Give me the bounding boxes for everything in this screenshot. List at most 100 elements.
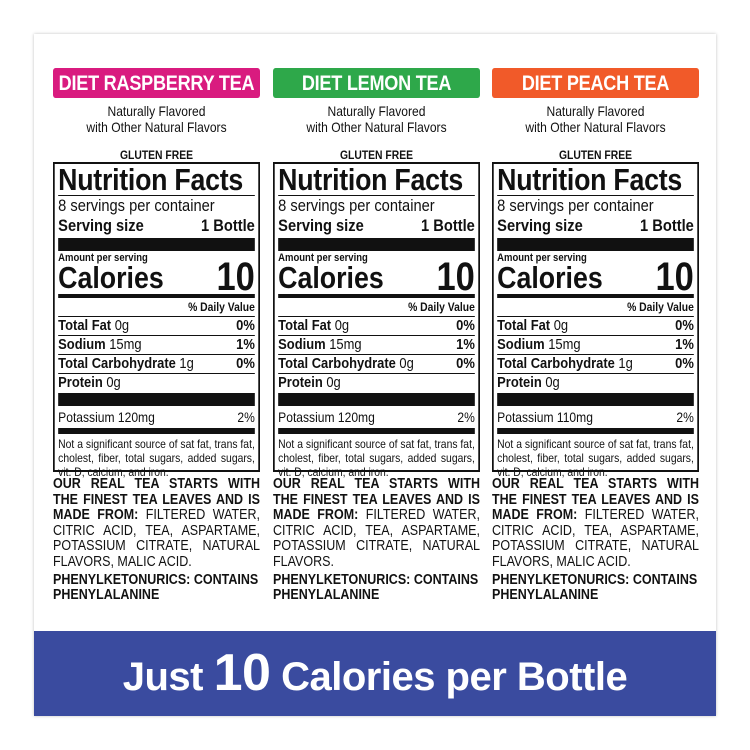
sodium-amount: 15mg [109, 336, 142, 353]
total-fat-row: Total Fat 0g 0% [278, 317, 475, 335]
carbohydrate-row: Total Carbohydrate 1g 0% [497, 355, 694, 373]
carbohydrate-row: Total Carbohydrate 0g 0% [278, 355, 475, 373]
nutrition-facts-title: Nutrition Facts [58, 162, 243, 197]
serving-size-label: Serving size [278, 216, 364, 235]
gluten-free-label: GLUTEN FREE [558, 148, 633, 162]
fat-amount: 0g [553, 317, 569, 334]
flavor-subtitle: Naturally Flavored with Other Natural Fl… [53, 103, 260, 135]
footnote: Not a significant source of sat fat, tra… [58, 437, 255, 479]
ingredients: OUR REAL TEA STARTS WITH THE FINEST TEA … [492, 476, 699, 571]
protein-label: Protein [278, 374, 323, 391]
serving-size-row: Serving size 1 Bottle [497, 216, 694, 236]
subtitle-line-2: with Other Natural Flavors [86, 119, 227, 135]
calories-banner: Just 10 Calories per Bottle [34, 631, 716, 716]
carb-dv: 0% [675, 355, 694, 372]
serving-size-row: Serving size 1 Bottle [58, 216, 255, 236]
pku-warning: PHENYLKETONURICS: CONTAINS PHENYLALANINE [492, 571, 698, 604]
banner-post: Calories per Bottle [281, 655, 628, 699]
sodium-amount: 15mg [548, 336, 581, 353]
footnote: Not a significant source of sat fat, tra… [497, 437, 694, 479]
carb-label: Total Carbohydrate [58, 355, 176, 372]
carb-amount: 1g [618, 355, 633, 372]
fat-label: Total Fat [497, 317, 551, 334]
potassium-row: Potassium 120mg 2% [58, 406, 255, 428]
calories-label: Calories [278, 260, 384, 295]
daily-value-header: % Daily Value [408, 300, 475, 314]
daily-value-header: % Daily Value [627, 300, 694, 314]
ingredients-intro: OUR REAL TEA STARTS WITH THE FINEST TEA … [273, 476, 480, 524]
servings-per-container: 8 servings per container [497, 196, 654, 215]
serving-size-row: Serving size 1 Bottle [278, 216, 475, 236]
protein-amount: 0g [106, 374, 121, 391]
nutrition-facts-label: Nutrition Facts 8 servings per container… [492, 162, 699, 479]
serving-size-value: 1 Bottle [421, 216, 475, 235]
nutrition-facts-title: Nutrition Facts [497, 162, 682, 197]
amount-per-serving: Amount per serving [58, 252, 148, 264]
potassium-dv: 2% [457, 409, 475, 425]
flavor-title: DIET RASPBERRY TEA [53, 68, 260, 98]
carb-label: Total Carbohydrate [278, 355, 396, 372]
flavor-panel: DIET LEMON TEA Naturally Flavored with O… [273, 68, 480, 604]
flavor-subtitle: Naturally Flavored with Other Natural Fl… [273, 103, 480, 135]
potassium-amount: Potassium 120mg [278, 409, 375, 425]
sodium-dv: 1% [456, 336, 475, 353]
flavor-title: DIET LEMON TEA [273, 68, 480, 98]
potassium-row: Potassium 110mg 2% [497, 406, 694, 428]
protein-label: Protein [58, 374, 103, 391]
ingredients-intro: OUR REAL TEA STARTS WITH THE FINEST TEA … [53, 476, 260, 524]
protein-row: Protein 0g [497, 374, 694, 392]
sodium-label: Sodium [58, 336, 106, 353]
sodium-label: Sodium [497, 336, 545, 353]
flavor-panel: DIET RASPBERRY TEA Naturally Flavored wi… [53, 68, 260, 604]
sodium-dv: 1% [236, 336, 255, 353]
carbohydrate-row: Total Carbohydrate 1g 0% [58, 355, 255, 373]
subtitle-line-1: Naturally Flavored [107, 103, 206, 119]
protein-row: Protein 0g [58, 374, 255, 392]
fat-label: Total Fat [58, 317, 112, 334]
flavor-panel: DIET PEACH TEA Naturally Flavored with O… [492, 68, 699, 604]
fat-amount: 0g [334, 317, 350, 334]
nutrition-facts-label: Nutrition Facts 8 servings per container… [273, 162, 480, 479]
calories-value: 10 [436, 255, 475, 299]
calories-value: 10 [216, 255, 255, 299]
nutrition-facts-label: Nutrition Facts 8 servings per container… [53, 162, 260, 479]
gluten-free-label: GLUTEN FREE [119, 148, 194, 162]
banner-number: 10 [213, 644, 271, 702]
amount-per-serving: Amount per serving [278, 252, 368, 264]
gluten-free-label: GLUTEN FREE [339, 148, 414, 162]
nutrition-facts-title: Nutrition Facts [278, 162, 463, 197]
product-card: DIET RASPBERRY TEA Naturally Flavored wi… [34, 34, 716, 716]
protein-amount: 0g [545, 374, 560, 391]
fat-label: Total Fat [278, 317, 332, 334]
potassium-dv: 2% [237, 409, 255, 425]
total-fat-row: Total Fat 0g 0% [58, 317, 255, 335]
carb-dv: 0% [456, 355, 475, 372]
protein-row: Protein 0g [278, 374, 475, 392]
pku-warning: PHENYLKETONURICS: CONTAINS PHENYLALANINE [53, 571, 259, 604]
ingredients-list: FILTERED WATER, CITRIC ACID, TEA, ASPART… [273, 507, 480, 570]
flavor-subtitle: Naturally Flavored with Other Natural Fl… [492, 103, 699, 135]
sodium-dv: 1% [675, 336, 694, 353]
carb-amount: 1g [179, 355, 194, 372]
sodium-row: Sodium 15mg 1% [58, 336, 255, 354]
potassium-row: Potassium 120mg 2% [278, 406, 475, 428]
amount-per-serving: Amount per serving [497, 252, 587, 264]
carb-amount: 0g [399, 355, 414, 372]
potassium-amount: Potassium 110mg [497, 409, 593, 425]
servings-per-container: 8 servings per container [58, 196, 215, 215]
sodium-row: Sodium 15mg 1% [278, 336, 475, 354]
footnote: Not a significant source of sat fat, tra… [278, 437, 475, 479]
ingredients-list: FILTERED WATER, CITRIC ACID, TEA, ASPART… [492, 507, 699, 570]
potassium-amount: Potassium 120mg [58, 409, 155, 425]
fat-dv: 0% [675, 317, 694, 334]
flavor-title: DIET PEACH TEA [492, 68, 699, 98]
sodium-label: Sodium [278, 336, 326, 353]
potassium-dv: 2% [676, 409, 694, 425]
subtitle-line-2: with Other Natural Flavors [525, 119, 666, 135]
protein-label: Protein [497, 374, 542, 391]
ingredients-list: FILTERED WATER, CITRIC ACID, TEA, ASPART… [53, 507, 260, 570]
banner-pre: Just [122, 655, 204, 699]
fat-dv: 0% [236, 317, 255, 334]
protein-amount: 0g [326, 374, 341, 391]
calories-row: Calories 10 [58, 255, 255, 299]
